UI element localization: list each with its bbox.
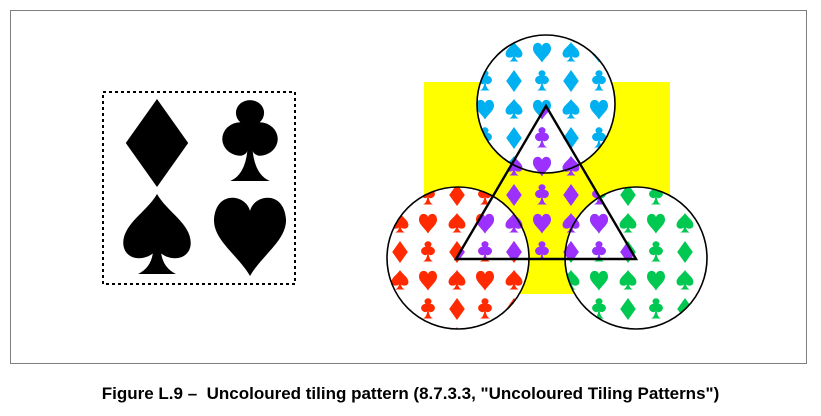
spade-tile — [505, 327, 523, 329]
region-outlines — [386, 34, 708, 330]
spade-tile — [677, 156, 694, 176]
spade-tile — [676, 327, 694, 329]
heart-tile — [533, 328, 551, 348]
heart-tile — [703, 270, 707, 291]
club-tile — [592, 13, 606, 33]
diamond-tile — [565, 298, 579, 320]
spade-tile — [620, 42, 637, 62]
heart-tile — [703, 327, 707, 329]
heart-tile — [418, 327, 438, 329]
pattern-cell-border — [102, 91, 296, 285]
pattern-cell — [102, 91, 296, 285]
spade-tile — [392, 156, 409, 176]
spade-tile — [391, 327, 409, 329]
diamond-tile — [563, 13, 579, 35]
spade-symbol — [123, 194, 191, 274]
composition — [386, 13, 722, 348]
diamond-tile — [506, 13, 522, 35]
club-symbol — [222, 100, 278, 181]
spade-tile — [565, 327, 580, 329]
diamond-tile — [392, 187, 408, 206]
heart-symbol — [213, 197, 287, 276]
triangle-outline — [453, 103, 639, 261]
diamond-tile — [620, 13, 636, 35]
diamond-symbol — [125, 99, 189, 187]
spade-tile — [448, 327, 466, 329]
spade-tile — [619, 327, 637, 329]
club-tile — [478, 13, 492, 33]
heart-tile — [703, 213, 707, 234]
club-tile — [535, 298, 549, 318]
heart-tile — [477, 42, 495, 63]
top-circle-outline — [476, 34, 616, 174]
spade-tile — [449, 42, 466, 62]
club-tile — [535, 13, 549, 33]
figure-caption: Figure L.9 – Uncoloured tiling pattern (… — [101, 384, 720, 403]
heart-tile — [704, 157, 722, 177]
club-tile — [706, 241, 707, 262]
club-tile — [706, 298, 707, 319]
diamond-tile — [449, 13, 465, 35]
heart-tile — [475, 327, 495, 329]
heart-tile — [589, 327, 609, 329]
club-tile — [706, 187, 707, 205]
heart-tile — [646, 327, 666, 329]
